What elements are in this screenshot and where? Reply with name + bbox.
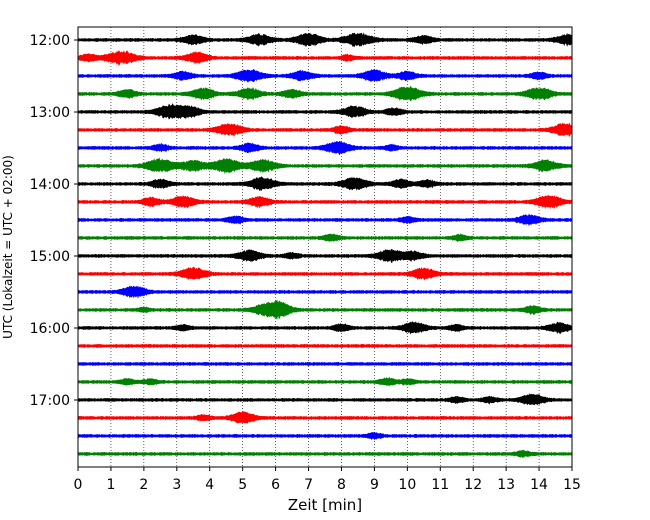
- x-tick-label: 13: [497, 477, 515, 493]
- trace-1730: [77, 431, 573, 440]
- trace-1630: [77, 361, 573, 367]
- trace-1330: [77, 140, 573, 156]
- y-tick-label: 16:00: [30, 321, 70, 337]
- trace-1745: [77, 449, 573, 459]
- trace-1245: [77, 85, 573, 102]
- trace-1215: [77, 50, 573, 66]
- trace-group: [77, 32, 573, 459]
- trace-1715: [77, 411, 573, 424]
- trace-1430: [77, 213, 573, 227]
- x-tick-label: 11: [431, 477, 449, 493]
- trace-1400: [77, 176, 573, 192]
- trace-1545: [77, 299, 573, 320]
- trace-1200: [77, 32, 573, 48]
- trace-1500: [77, 248, 573, 263]
- trace-1230: [77, 68, 573, 83]
- x-axis: 0 1 2 3 4 5 6 7 8 9 10 11 12 13 14 15: [74, 467, 581, 493]
- y-axis: 12:00 13:00 14:00 15:00 16:00 17:00: [30, 33, 78, 409]
- y-tick-label: 13:00: [30, 105, 70, 121]
- x-tick-label: 14: [530, 477, 548, 493]
- y-tick-label: 17:00: [30, 393, 70, 409]
- x-tick-label: 10: [398, 477, 416, 493]
- plot-frame: [77, 26, 573, 468]
- x-tick-label: 2: [139, 477, 148, 493]
- vertical-grid: [110, 27, 540, 467]
- trace-1445: [77, 233, 573, 243]
- trace-1515: [77, 266, 573, 281]
- x-tick-label: 7: [304, 477, 313, 493]
- y-axis-label: UTC (Lokalzeit = UTC + 02:00): [1, 155, 15, 339]
- x-tick-label: 6: [271, 477, 280, 493]
- x-tick-label: 15: [563, 477, 581, 493]
- trace-1615: [77, 343, 573, 349]
- y-tick-label: 12:00: [30, 33, 70, 49]
- trace-1415: [77, 194, 573, 210]
- trace-1645: [77, 376, 573, 387]
- x-tick-label: 12: [464, 477, 482, 493]
- trace-1530: [77, 285, 573, 299]
- x-tick-label: 8: [337, 477, 346, 493]
- y-tick-label: 15:00: [30, 249, 70, 265]
- trace-1700: [77, 393, 573, 406]
- x-tick-label: 4: [205, 477, 214, 493]
- trace-1315: [77, 122, 573, 138]
- trace-1345: [77, 157, 573, 175]
- x-tick-label: 9: [370, 477, 379, 493]
- x-tick-label: 5: [238, 477, 247, 493]
- x-tick-label: 3: [172, 477, 181, 493]
- x-axis-label: Zeit [min]: [288, 496, 362, 514]
- trace-1300: [77, 103, 573, 120]
- y-tick-label: 14:00: [30, 177, 70, 193]
- x-tick-label: 0: [74, 477, 83, 493]
- x-tick-label: 1: [106, 477, 115, 493]
- trace-1600: [77, 321, 573, 335]
